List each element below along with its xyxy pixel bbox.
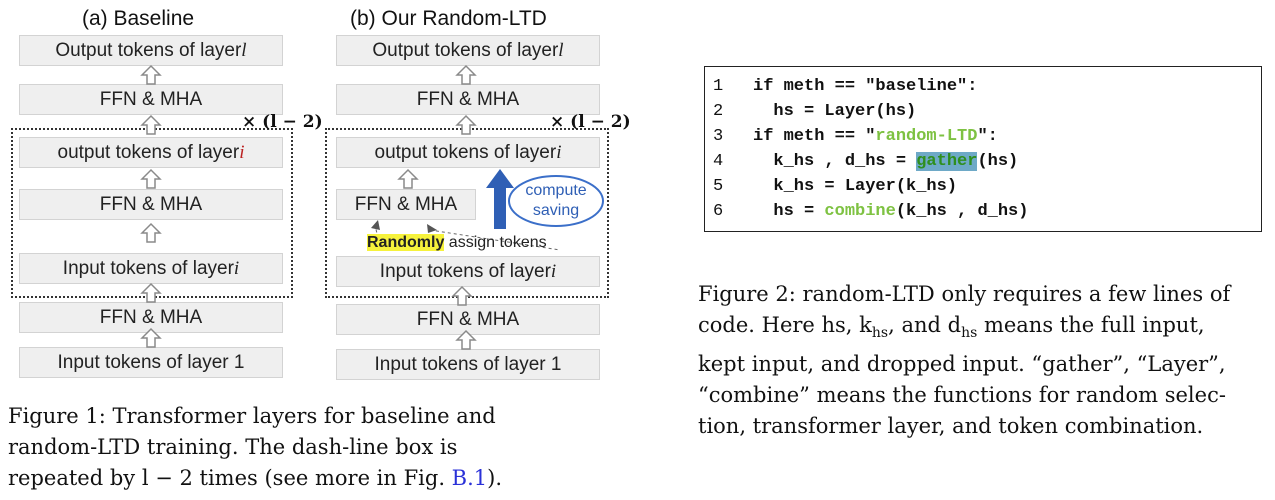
assign-arrowhead-icon [371, 220, 380, 230]
up-arrow-icon [456, 115, 476, 135]
code-listing: 1 if meth == "baseline": 2 hs = Layer(hs)… [704, 66, 1262, 232]
up-arrow-icon [141, 223, 161, 243]
ltd-output-layer-i: output tokens of layer i [336, 137, 600, 168]
assign-arrowhead-icon [427, 224, 437, 233]
code-line-1: 1 if meth == "baseline": [713, 77, 978, 96]
var-i: i [556, 141, 562, 163]
code-line-5: 5 k_hs = Layer(k_hs) [713, 177, 958, 196]
ltd-repeat-label: × (l − 2) [550, 112, 631, 132]
figure2-caption: Figure 2: random-LTD only requires a few… [698, 282, 1231, 439]
var-i: i [550, 260, 557, 282]
var-i: i [233, 257, 240, 279]
gather-highlight: gather [916, 152, 978, 171]
code-line-2: 2 hs = Layer(hs) [713, 102, 917, 121]
var-l: l [558, 39, 564, 61]
baseline-ffn-mha-mid: FFN & MHA [19, 189, 283, 220]
code-line-3: 3 if meth == "random-LTD": [713, 127, 998, 146]
compute-saving-label: compute saving [525, 182, 587, 219]
ltd-input-layer-i: Input tokens of layer i [336, 256, 600, 287]
randomly-assign-label: Randomly assign tokens [367, 234, 547, 251]
up-arrow-icon [141, 169, 161, 189]
compute-saving-arrow-icon [486, 169, 514, 229]
up-arrow-icon [141, 115, 161, 135]
up-arrow-icon [141, 283, 161, 303]
combine-keyword: combine [824, 202, 896, 221]
var-l: l [241, 39, 247, 61]
up-arrow-icon [141, 65, 161, 85]
ltd-ffn-mha-bottom: FFN & MHA [336, 304, 600, 335]
random-ltd-keyword: random-LTD [875, 127, 978, 146]
ltd-title: (b) Our Random-LTD [350, 7, 547, 30]
baseline-repeat-label: × (l − 2) [242, 112, 323, 132]
var-i: i [239, 141, 245, 163]
ltd-input-layer-1: Input tokens of layer 1 [336, 349, 600, 380]
baseline-input-layer-i: Input tokens of layer i [19, 253, 283, 284]
code-line-4: 4 k_hs , d_hs = gather(hs) [713, 152, 1019, 171]
ltd-output-layer-l: Output tokens of layer l [336, 35, 600, 66]
ltd-ffn-mha-mid: FFN & MHA [336, 189, 476, 220]
fig-b1-link[interactable]: B.1 [451, 466, 488, 490]
compute-saving-bubble [508, 175, 604, 227]
up-arrow-icon [398, 169, 418, 189]
up-arrow-icon [456, 330, 476, 350]
up-arrow-icon [452, 286, 472, 306]
ltd-ffn-mha-top: FFN & MHA [336, 84, 600, 115]
baseline-output-layer-i: output tokens of layer i [19, 137, 283, 168]
baseline-title: (a) Baseline [82, 7, 195, 30]
randomly-highlight: Randomly [367, 234, 445, 251]
up-arrow-icon [456, 65, 476, 85]
up-arrow-icon [141, 328, 161, 348]
assign-dashed-lines [374, 225, 561, 251]
fig1-arrows [141, 65, 604, 350]
code-line-6: 6 hs = combine(k_hs , d_hs) [713, 202, 1029, 221]
figure1-caption: Figure 1: Transformer layers for baselin… [8, 404, 503, 490]
